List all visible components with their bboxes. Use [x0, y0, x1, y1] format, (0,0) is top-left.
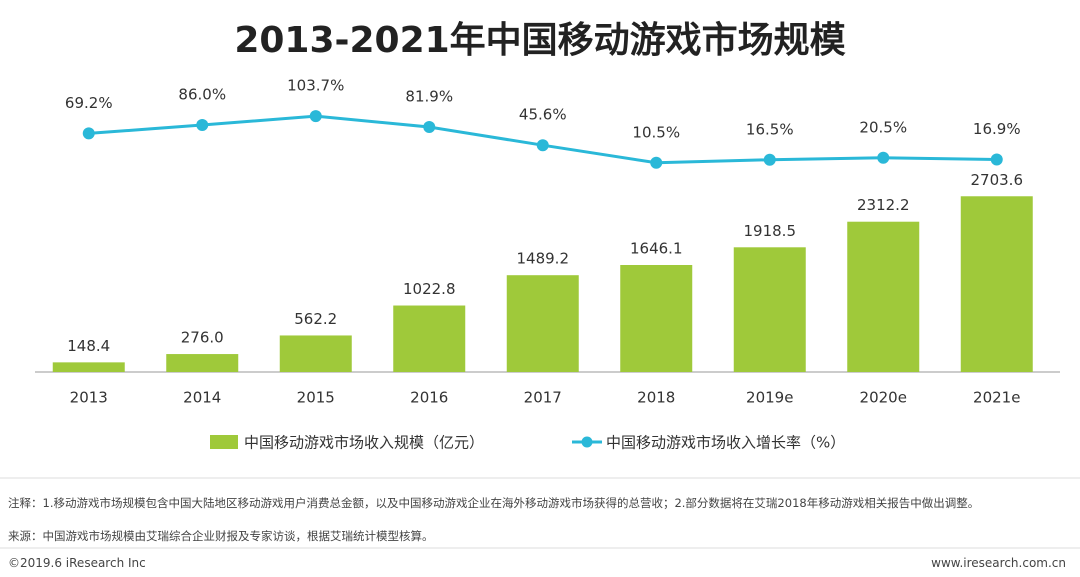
- chart-title: 2013-2021年中国移动游戏市场规模: [234, 20, 845, 61]
- point: [536, 139, 549, 152]
- x-tick-label: 2018: [637, 389, 675, 407]
- data-label: 69.2%: [65, 94, 113, 112]
- data-label: 10.5%: [632, 123, 680, 141]
- x-tick-label: 2014: [183, 389, 221, 407]
- data-label: 16.9%: [973, 120, 1021, 138]
- x-tick-label: 2020e: [860, 389, 907, 407]
- source: 来源：中国游戏市场规模由艾瑞综合企业财报及专家访谈，根据艾瑞统计模型核算。: [8, 529, 434, 543]
- bar: [847, 221, 920, 372]
- x-tick-label: 2019e: [746, 389, 793, 407]
- copyright: ©2019.6 iResearch Inc: [8, 556, 146, 570]
- x-tick-label: 2017: [524, 389, 562, 407]
- bar: [166, 354, 239, 372]
- bar: [733, 247, 806, 372]
- point: [877, 151, 890, 164]
- data-label: 1022.8: [403, 280, 456, 298]
- x-tick-label: 2015: [297, 389, 335, 407]
- legend-swatch: [581, 436, 593, 448]
- bar: [506, 275, 579, 372]
- bar: [393, 305, 466, 372]
- x-tick-label: 2016: [410, 389, 448, 407]
- website: www.iresearch.com.cn: [931, 556, 1066, 570]
- data-label: 86.0%: [178, 86, 226, 104]
- x-tick-label: 2021e: [973, 389, 1020, 407]
- legend-label: 中国移动游戏市场收入增长率（%）: [606, 434, 845, 452]
- point: [650, 156, 663, 169]
- x-tick-label: 2013: [70, 389, 108, 407]
- data-label: 562.2: [294, 310, 337, 328]
- note: 注释：1.移动游戏市场规模包含中国大陆地区移动游戏用户消费总金额，以及中国移动游…: [8, 496, 980, 510]
- point: [82, 127, 95, 140]
- data-label: 16.5%: [746, 120, 794, 138]
- bar: [960, 196, 1033, 372]
- data-label: 45.6%: [519, 106, 567, 124]
- bar: [279, 335, 352, 372]
- data-label: 148.4: [67, 337, 110, 355]
- bar: [52, 362, 125, 372]
- point: [309, 110, 322, 123]
- point: [196, 119, 209, 131]
- data-label: 1489.2: [517, 250, 570, 268]
- data-label: 1918.5: [744, 222, 797, 240]
- data-label: 81.9%: [405, 88, 453, 106]
- point: [763, 153, 776, 166]
- data-label: 1646.1: [630, 240, 683, 258]
- data-label: 276.0: [181, 329, 224, 347]
- data-label: 2703.6: [971, 171, 1024, 189]
- bar: [620, 265, 693, 372]
- data-label: 20.5%: [859, 118, 907, 136]
- legend-swatch: [210, 435, 238, 449]
- point: [990, 153, 1003, 166]
- point: [423, 121, 436, 134]
- data-label: 2312.2: [857, 196, 910, 214]
- legend-label: 中国移动游戏市场收入规模（亿元）: [244, 434, 484, 452]
- data-label: 103.7%: [287, 77, 344, 95]
